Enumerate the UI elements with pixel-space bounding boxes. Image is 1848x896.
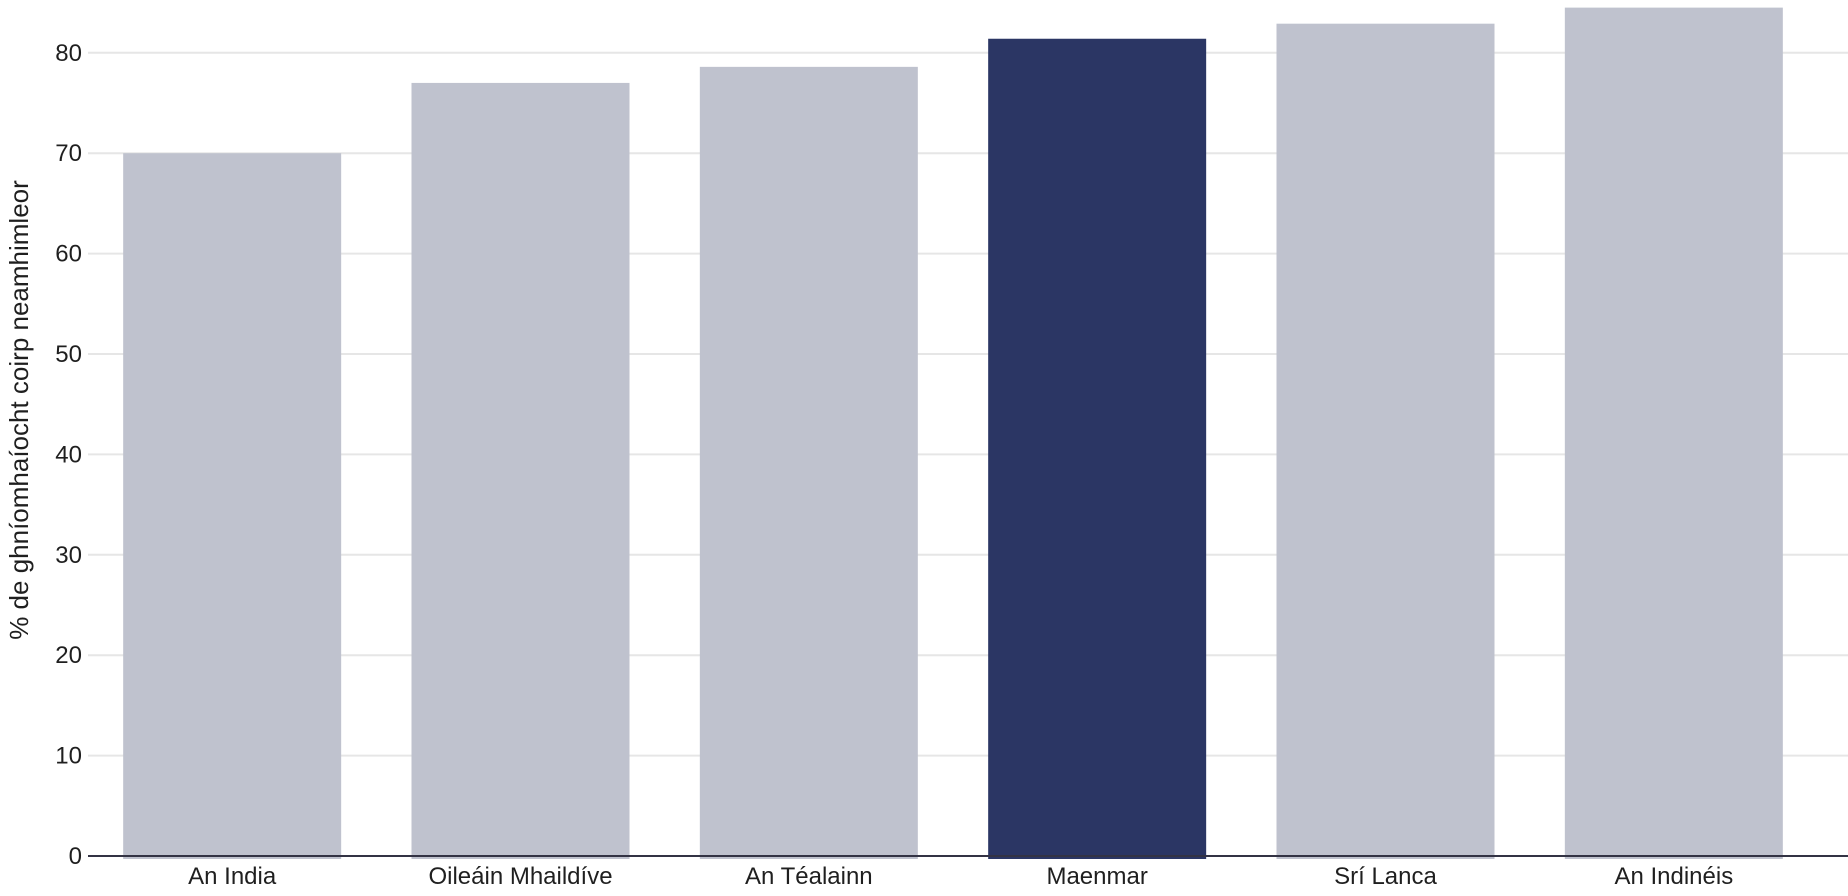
bar-an-indin-is <box>1564 7 1783 860</box>
x-tick-label: Oileáin Mhaildíve <box>428 863 612 890</box>
bar-an-t-alainn <box>699 66 918 859</box>
bar-oile-in-mhaild-ve <box>411 82 630 860</box>
x-tick-label: An Téalainn <box>745 863 873 890</box>
y-axis-title: % de ghníomhaíocht coirp neamhimleor <box>4 180 34 640</box>
bar-an-india <box>123 153 342 859</box>
x-tick-label: Srí Lanca <box>1334 863 1437 890</box>
y-tick-label: 70 <box>55 140 82 167</box>
y-tick-label: 0 <box>69 843 82 870</box>
x-tick-label: An Indinéis <box>1614 863 1733 890</box>
y-tick-label: 80 <box>55 40 82 67</box>
bar-maenmar <box>988 38 1207 859</box>
y-tick-label: 40 <box>55 441 82 468</box>
bar-sr-lanca <box>1276 23 1495 859</box>
x-tick-label: An India <box>188 863 277 890</box>
y-tick-label: 50 <box>55 341 82 368</box>
y-tick-label: 30 <box>55 542 82 569</box>
bars <box>123 7 1783 860</box>
gridlines <box>88 51 1848 757</box>
y-tick-label: 60 <box>55 241 82 268</box>
x-tick-label: Maenmar <box>1046 863 1147 890</box>
y-tick-label: 20 <box>55 642 82 669</box>
y-tick-label: 10 <box>55 743 82 770</box>
axes: 0 10 20 30 40 50 60 70 80 An India Oileáin Mhaildí… <box>55 40 1848 890</box>
